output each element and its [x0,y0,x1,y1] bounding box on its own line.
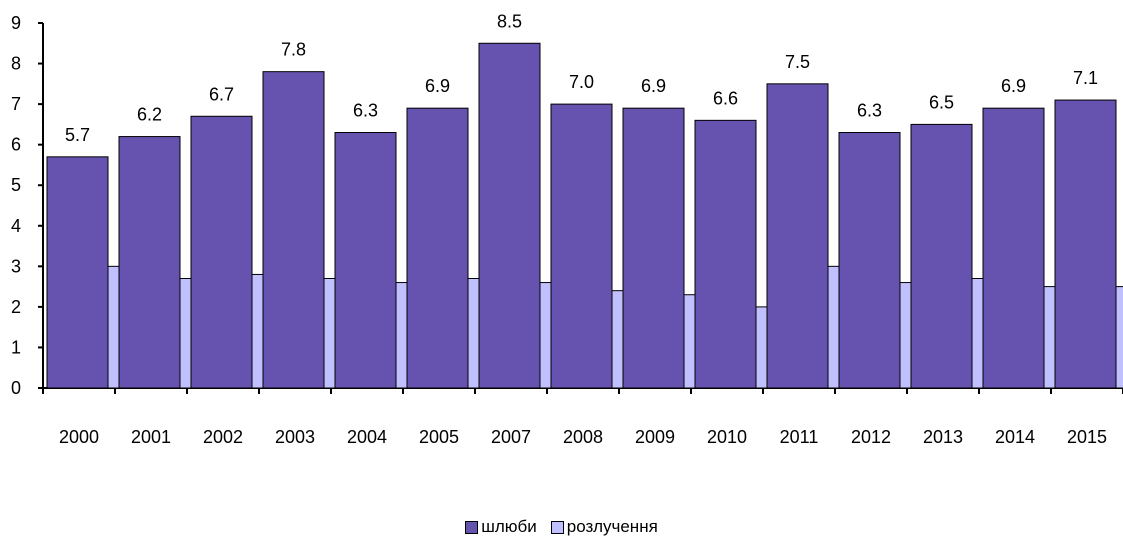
x-tick-label: 2004 [347,427,387,447]
y-tick-label: 5 [11,175,21,195]
x-tick-label: 2003 [275,427,315,447]
bar-marriages-2012 [838,132,901,389]
legend-label: розлучення [566,517,658,536]
y-tick-label: 1 [11,337,21,357]
x-tick-label: 2013 [923,427,963,447]
data-label-marriages-2001: 6.2 [137,105,162,125]
x-tick-label: 2000 [59,427,99,447]
x-tick-label: 2001 [131,427,171,447]
data-label-marriages-2010: 6.6 [713,88,738,108]
data-label-marriages-2015: 7.1 [1073,68,1098,88]
y-tick-label: 0 [11,378,21,398]
bar-marriages-2000 [46,156,109,389]
bar-marriages-2014 [982,107,1045,389]
data-label-marriages-2004: 6.3 [353,101,378,121]
legend-item-marriages: шлюби [465,517,537,537]
y-tick-label: 8 [11,54,21,74]
bar-marriages-2004 [334,132,397,389]
bar-marriages-2007 [478,42,541,389]
bar-marriages-2011 [766,83,829,389]
x-tick-label: 2015 [1067,427,1107,447]
legend-item-divorces: розлучення [550,517,658,537]
bar-marriages-2001 [118,136,181,389]
data-label-marriages-2008: 7.0 [569,72,594,92]
x-tick-label: 2008 [563,427,603,447]
x-tick-label: 2014 [995,427,1035,447]
data-label-marriages-2005: 6.9 [425,76,450,96]
legend-swatch [465,520,479,534]
bar-marriages-2009 [622,107,685,389]
data-label-marriages-2012: 6.3 [857,101,882,121]
x-tick-label: 2007 [491,427,531,447]
data-label-marriages-2000: 5.7 [65,125,90,145]
data-label-marriages-2002: 6.7 [209,84,234,104]
legend-swatch [550,520,564,534]
data-label-marriages-2003: 7.8 [281,40,306,60]
bar-marriages-2002 [190,115,253,389]
y-tick-label: 6 [11,135,21,155]
data-label-marriages-2007: 8.5 [497,11,522,31]
x-tick-label: 2005 [419,427,459,447]
x-tick-label: 2009 [635,427,675,447]
data-label-marriages-2009: 6.9 [641,76,666,96]
x-tick-label: 2011 [780,427,819,447]
bar-marriages-2003 [262,71,325,389]
x-tick-label: 2012 [851,427,891,447]
data-label-marriages-2013: 6.5 [929,92,954,112]
bar-marriages-2015 [1054,99,1117,389]
x-tick-label: 2010 [707,427,747,447]
y-tick-label: 9 [11,13,21,33]
y-tick-label: 4 [11,216,21,236]
bar-marriages-2008 [550,103,613,389]
data-label-marriages-2011: 7.5 [785,52,810,72]
y-tick-label: 3 [11,256,21,276]
x-tick-label: 2002 [203,427,243,447]
legend: шлюби розлучення [0,517,1123,537]
data-label-marriages-2014: 6.9 [1001,76,1026,96]
legend-label: шлюби [481,517,537,536]
bar-marriages-2010 [694,119,757,389]
bar-marriages-2013 [910,123,973,389]
bar-divorces-2015 [1115,286,1123,389]
y-tick-label: 2 [11,297,21,317]
bar-marriages-2005 [406,107,469,389]
y-tick-label: 7 [11,94,21,114]
